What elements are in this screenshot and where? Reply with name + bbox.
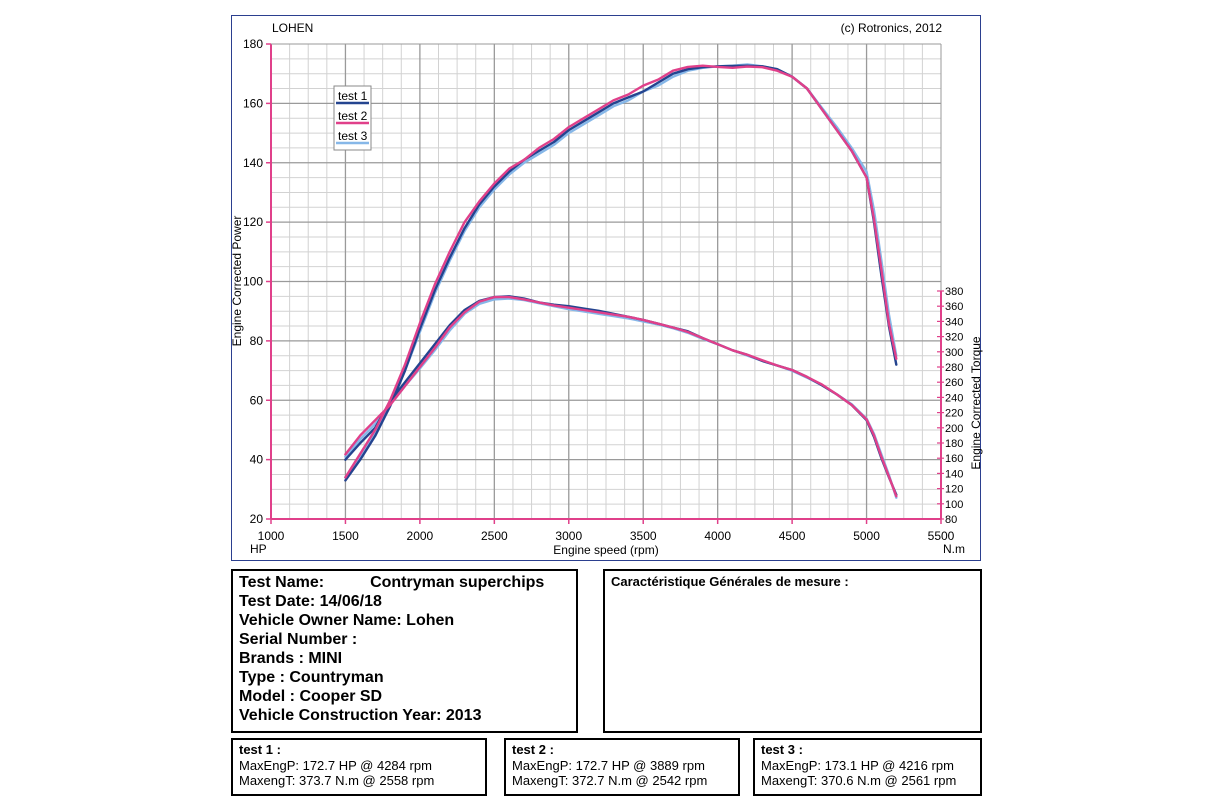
test-date: Test Date: 14/06/18 [239,593,382,610]
y-left-tick-label: 180 [243,37,263,51]
y-right-axis-title: Engine Corrected Torque [969,336,983,470]
x-tick-label: 4500 [779,529,806,543]
power-line-test-3 [344,63,898,479]
y-left-axis-title: Engine Corrected Power [230,216,244,347]
dyno-chart: LOHEN (c) Rotronics, 2012 20 40 60 80 100 120 14… [230,21,983,557]
y-left-tick-label: 160 [243,96,263,110]
vehicle-model: Model : Cooper SD [239,688,383,705]
test-info-box: Test Name: Contryman superchips Test Date… [231,569,578,733]
test-3-max-torque: MaxengT: 370.6 N.m @ 2561 rpm [761,773,957,788]
test-name-value: Contryman superchips [370,574,545,591]
y-right-tick-label: 220 [945,408,963,420]
test-3-max-power: MaxEngP: 173.1 HP @ 4216 rpm [761,758,954,773]
chart-frame [231,15,981,561]
legend-box [333,85,372,151]
y-left-tick-label: 60 [250,393,264,407]
x-tick-label: 1000 [258,529,285,543]
y-right-tick-label: 380 [945,286,963,298]
power-line-test-2 [344,64,898,479]
y-left-tick-label: 120 [243,215,263,229]
x-tick-label: 3500 [630,529,657,543]
torque-line-test-2 [344,295,898,498]
y-right-tick-label: 360 [945,301,963,313]
test-2-summary: test 2 : MaxEngP: 172.7 HP @ 3889 rpm Ma… [504,738,740,796]
test-1-summary: test 1 : MaxEngP: 172.7 HP @ 4284 rpm Ma… [231,738,487,796]
test-3-summary: test 3 : MaxEngP: 173.1 HP @ 4216 rpm Ma… [753,738,982,796]
y-right-tick-label: 140 [945,468,963,480]
y-right-tick-label: 280 [945,362,963,374]
y-right-tick-label: 240 [945,392,963,404]
brand: Brands : MINI [239,650,343,667]
legend-label-test-2: test 2 [338,109,368,123]
y-right-tick-label: 120 [945,484,963,496]
x-tick-label: 5500 [928,529,955,543]
y-left-tick-label: 40 [250,453,264,467]
test-2-max-power: MaxEngP: 172.7 HP @ 3889 rpm [512,758,705,773]
test-1-title: test 1 : [239,742,281,757]
x-tick-label: 1500 [332,529,359,543]
characteristics-box: Caractéristique Générales de mesure : [603,569,982,733]
x-tick-label: 4000 [704,529,731,543]
test-name-label: Test Name: [239,574,325,591]
y-left-tick-label: 140 [243,156,263,170]
serial-number: Serial Number : [239,631,358,648]
y-right-tick-label: 100 [945,499,963,511]
owner-name: Vehicle Owner Name: Lohen [239,612,455,629]
x-axis-title: Engine speed (rpm) [553,543,658,557]
test-2-title: test 2 : [512,742,554,757]
x-tick-label: 5000 [853,529,880,543]
x-tick-label: 2000 [407,529,434,543]
test-1-max-torque: MaxengT: 373.7 N.m @ 2558 rpm [239,773,435,788]
x-tick-label: 2500 [481,529,508,543]
y-right-tick-label: 340 [945,316,963,328]
y-right-tick-label: 200 [945,423,963,435]
characteristics-title: Caractéristique Générales de mesure : [611,574,849,589]
y-left-tick-label: 80 [250,334,264,348]
y-right-tick-label: 180 [945,438,963,450]
test-2-max-torque: MaxengT: 372.7 N.m @ 2542 rpm [512,773,708,788]
construction-year: Vehicle Construction Year: 2013 [239,707,482,724]
y-left-tick-label: 20 [250,512,264,526]
y-left-tick-label: 100 [243,275,263,289]
legend-label-test-1: test 1 [338,89,368,103]
x-tick-label: 3000 [555,529,582,543]
test-name-line: Test Name: Contryman superchips [239,573,570,592]
test-1-max-power: MaxEngP: 172.7 HP @ 4284 rpm [239,758,432,773]
header-right-label: (c) Rotronics, 2012 [841,21,943,35]
legend-label-test-3: test 3 [338,129,368,143]
y-right-tick-label: 160 [945,453,963,465]
vehicle-type: Type : Countryman [239,669,384,686]
y-right-tick-label: 80 [945,514,957,526]
y-right-tick-label: 300 [945,347,963,359]
right-unit-label: N.m [943,542,965,556]
left-unit-label: HP [250,542,267,556]
y-right-tick-label: 260 [945,377,963,389]
test-3-title: test 3 : [761,742,803,757]
y-right-tick-label: 320 [945,332,963,344]
header-left-label: LOHEN [272,21,313,35]
